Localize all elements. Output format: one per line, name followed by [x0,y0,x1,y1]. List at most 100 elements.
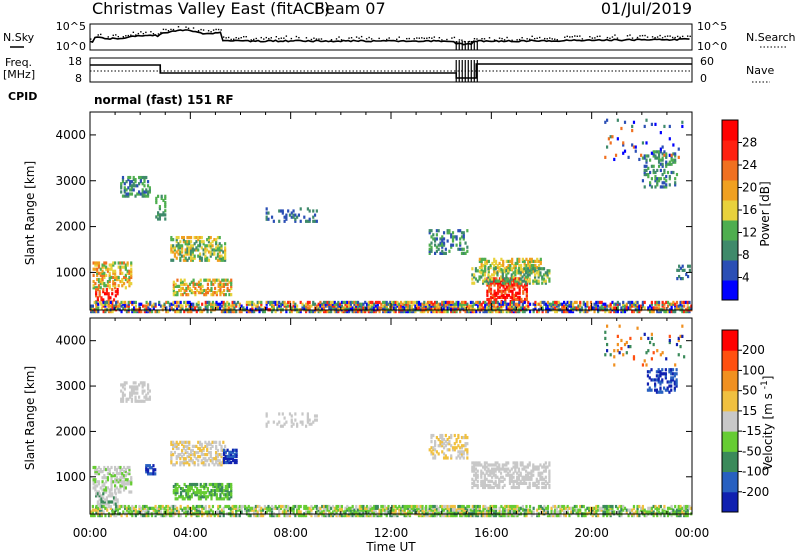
heatmap-cell [385,300,388,305]
heatmap-cell [434,306,437,310]
noise-search-dot [265,36,267,39]
heatmap-cell [654,154,657,158]
heatmap-cell [199,278,202,282]
heatmap-cell [631,124,634,129]
heatmap-cell [190,482,193,487]
heatmap-cell [94,484,97,488]
heatmap-cell [490,479,494,483]
heatmap-cell [408,304,412,308]
heatmap-cell [575,306,578,310]
heatmap-cell [369,504,372,509]
heatmap-cell [674,154,677,158]
heatmap-cell [533,275,537,279]
heatmap-cell [516,477,519,481]
heatmap-cell [661,181,664,185]
heatmap-cell [228,456,231,461]
heatmap-cell [542,463,546,467]
noise-search-dot [355,36,358,38]
heatmap-cell [474,483,478,488]
heatmap-cell [546,465,549,469]
heatmap-cell [432,446,435,450]
heatmap-cell [333,300,336,305]
heatmap-cell [552,300,555,305]
noise-search-dot [679,36,681,39]
heatmap-cell [203,288,206,293]
heatmap-cell [385,306,388,310]
heatmap-cell [358,506,361,510]
heatmap-cell [634,149,637,153]
heatmap-cell [548,461,551,465]
heatmap-cell [91,304,94,308]
heatmap-cell [164,200,167,205]
heatmap-cell [459,456,462,460]
heatmap-cell [457,229,460,233]
heatmap-cell [432,456,435,460]
heatmap-cell [249,514,252,518]
heatmap-cell [516,465,519,469]
heatmap-cell [283,514,286,518]
heatmap-cell [159,504,163,509]
heatmap-cell [530,271,533,275]
heatmap-cell [181,244,184,248]
heatmap-cell [101,279,104,284]
heatmap-cell [439,251,442,255]
heatmap-cell [315,418,318,422]
heatmap-cell [256,504,259,509]
heatmap-cell [218,242,221,246]
heatmap-cell [650,122,653,126]
heatmap-cell [527,270,530,274]
heatmap-cell [439,237,442,241]
heatmap-cell [437,247,440,251]
heatmap-cell [419,514,422,518]
heatmap-cell [172,504,175,509]
heatmap-cell [206,452,209,457]
heatmap-cell [120,397,123,401]
heatmap-cell [666,310,670,314]
heatmap-cell [435,310,438,314]
heatmap-cell [240,504,243,509]
heatmap-cell [108,273,111,277]
heatmap-cell [197,504,200,509]
heatmap-cell [690,304,693,308]
heatmap-cell [573,306,576,310]
heatmap-cell [407,304,410,308]
heatmap-cell [532,473,535,477]
heatmap-cell [684,310,688,314]
heatmap-cell [146,385,150,389]
heatmap-cell [96,502,99,506]
heatmap-cell [593,302,596,306]
heatmap-cell [204,300,207,305]
heatmap-cell [516,475,519,479]
nave-tick-top: 60 [700,55,714,68]
heatmap-cell [408,508,412,512]
heatmap-cell [348,300,351,305]
heatmap-cell [517,483,521,488]
heatmap-cell [681,120,684,124]
heatmap-cell [208,506,211,510]
heatmap-cell [260,506,263,510]
heatmap-cell [450,444,453,448]
heatmap-cell [106,269,110,273]
heatmap-cell [337,306,340,310]
heatmap-cell [478,306,481,310]
noise-search-dot [112,34,114,37]
heatmap-cell [96,467,99,472]
heatmap-cell [179,252,182,256]
heatmap-cell [141,190,144,194]
heatmap-cell [115,302,118,306]
heatmap-cell [580,306,584,310]
heatmap-cell [464,241,467,245]
heatmap-cell [145,310,148,314]
heatmap-cell [124,478,127,482]
heatmap-cell [100,500,103,504]
heatmap-cell [245,510,249,514]
heatmap-cell [240,510,243,514]
noise-search-dot [606,36,609,39]
heatmap-cell [136,192,139,196]
heatmap-cell [270,514,274,518]
heatmap-cell [110,265,113,269]
heatmap-cell [105,506,108,510]
heatmap-cell [525,293,528,297]
heatmap-cell [119,271,122,275]
heatmap-cell [317,304,320,308]
